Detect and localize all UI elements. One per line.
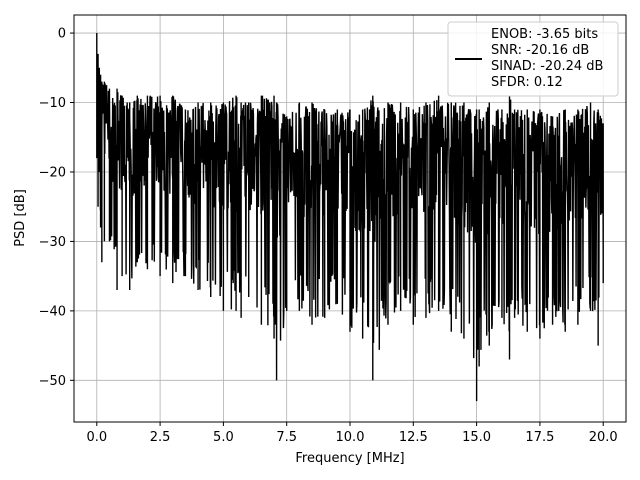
x-tick-label: 2.5 (150, 430, 171, 445)
x-axis: 0.0 2.5 5.0 7.5 10.0 12.5 15.0 17.5 20.0 (86, 422, 618, 445)
legend-entry-sfdr: SFDR: 0.12 (491, 75, 563, 90)
y-axis-label: PSD [dB] (13, 189, 28, 247)
y-tick-label: 0 (58, 27, 66, 42)
psd-series-0 (96, 33, 604, 402)
legend-entry-enob: ENOB: -3.65 bits (491, 27, 598, 42)
plot-area (96, 33, 604, 402)
legend-entry-snr: SNR: -20.16 dB (491, 43, 589, 58)
x-tick-label: 10.0 (336, 430, 365, 445)
x-tick-label: 5.0 (213, 430, 234, 445)
x-tick-label: 20.0 (589, 430, 618, 445)
y-tick-label: −50 (39, 374, 66, 389)
legend-box (447, 21, 619, 97)
y-tick-label: −30 (39, 235, 66, 250)
y-axis: 0 −10 −20 −30 −40 −50 (39, 27, 74, 389)
x-tick-label: 17.5 (525, 430, 554, 445)
y-tick-label: −10 (39, 96, 66, 111)
x-axis-label: Frequency [MHz] (295, 451, 404, 466)
y-tick-label: −40 (39, 304, 66, 319)
x-tick-label: 7.5 (276, 430, 297, 445)
series-group (96, 33, 604, 402)
legend-entry-sinad: SINAD: -20.24 dB (491, 59, 603, 74)
legend: ENOB: -3.65 bits SNR: -20.16 dB SINAD: -… (447, 21, 619, 97)
y-tick-label: −20 (39, 165, 66, 180)
x-tick-label: 12.5 (399, 430, 428, 445)
x-tick-label: 15.0 (462, 430, 491, 445)
x-tick-label: 0.0 (86, 430, 107, 445)
